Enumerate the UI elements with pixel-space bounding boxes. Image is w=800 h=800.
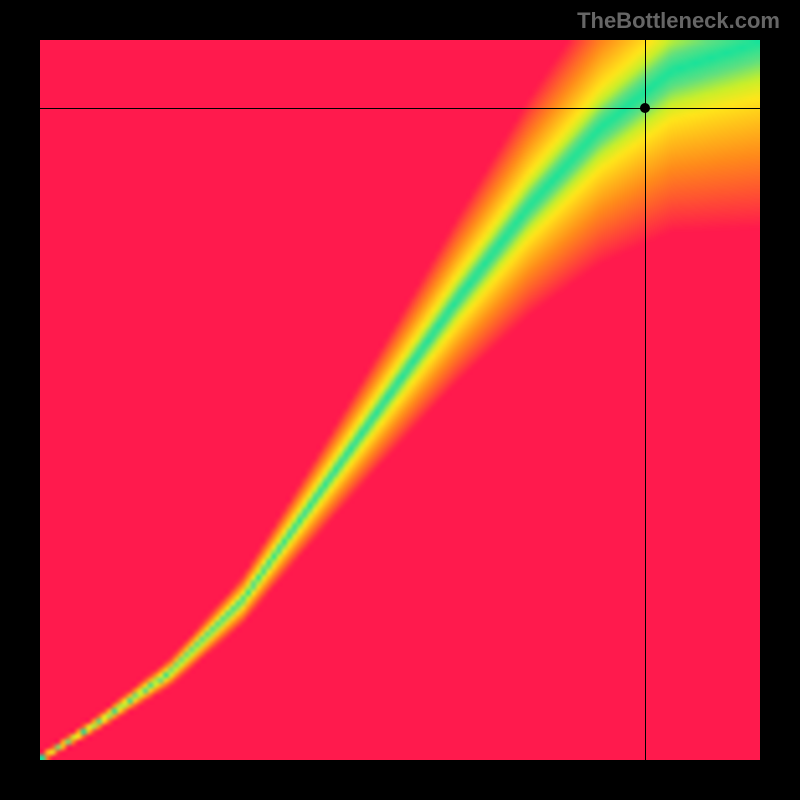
heatmap-canvas: [40, 40, 760, 760]
crosshair-vertical: [645, 40, 646, 760]
crosshair-marker: [640, 103, 650, 113]
plot-area: [40, 40, 760, 760]
crosshair-horizontal: [40, 108, 760, 109]
watermark-text: TheBottleneck.com: [577, 8, 780, 34]
chart-container: { "watermark": { "text": "TheBottleneck.…: [0, 0, 800, 800]
